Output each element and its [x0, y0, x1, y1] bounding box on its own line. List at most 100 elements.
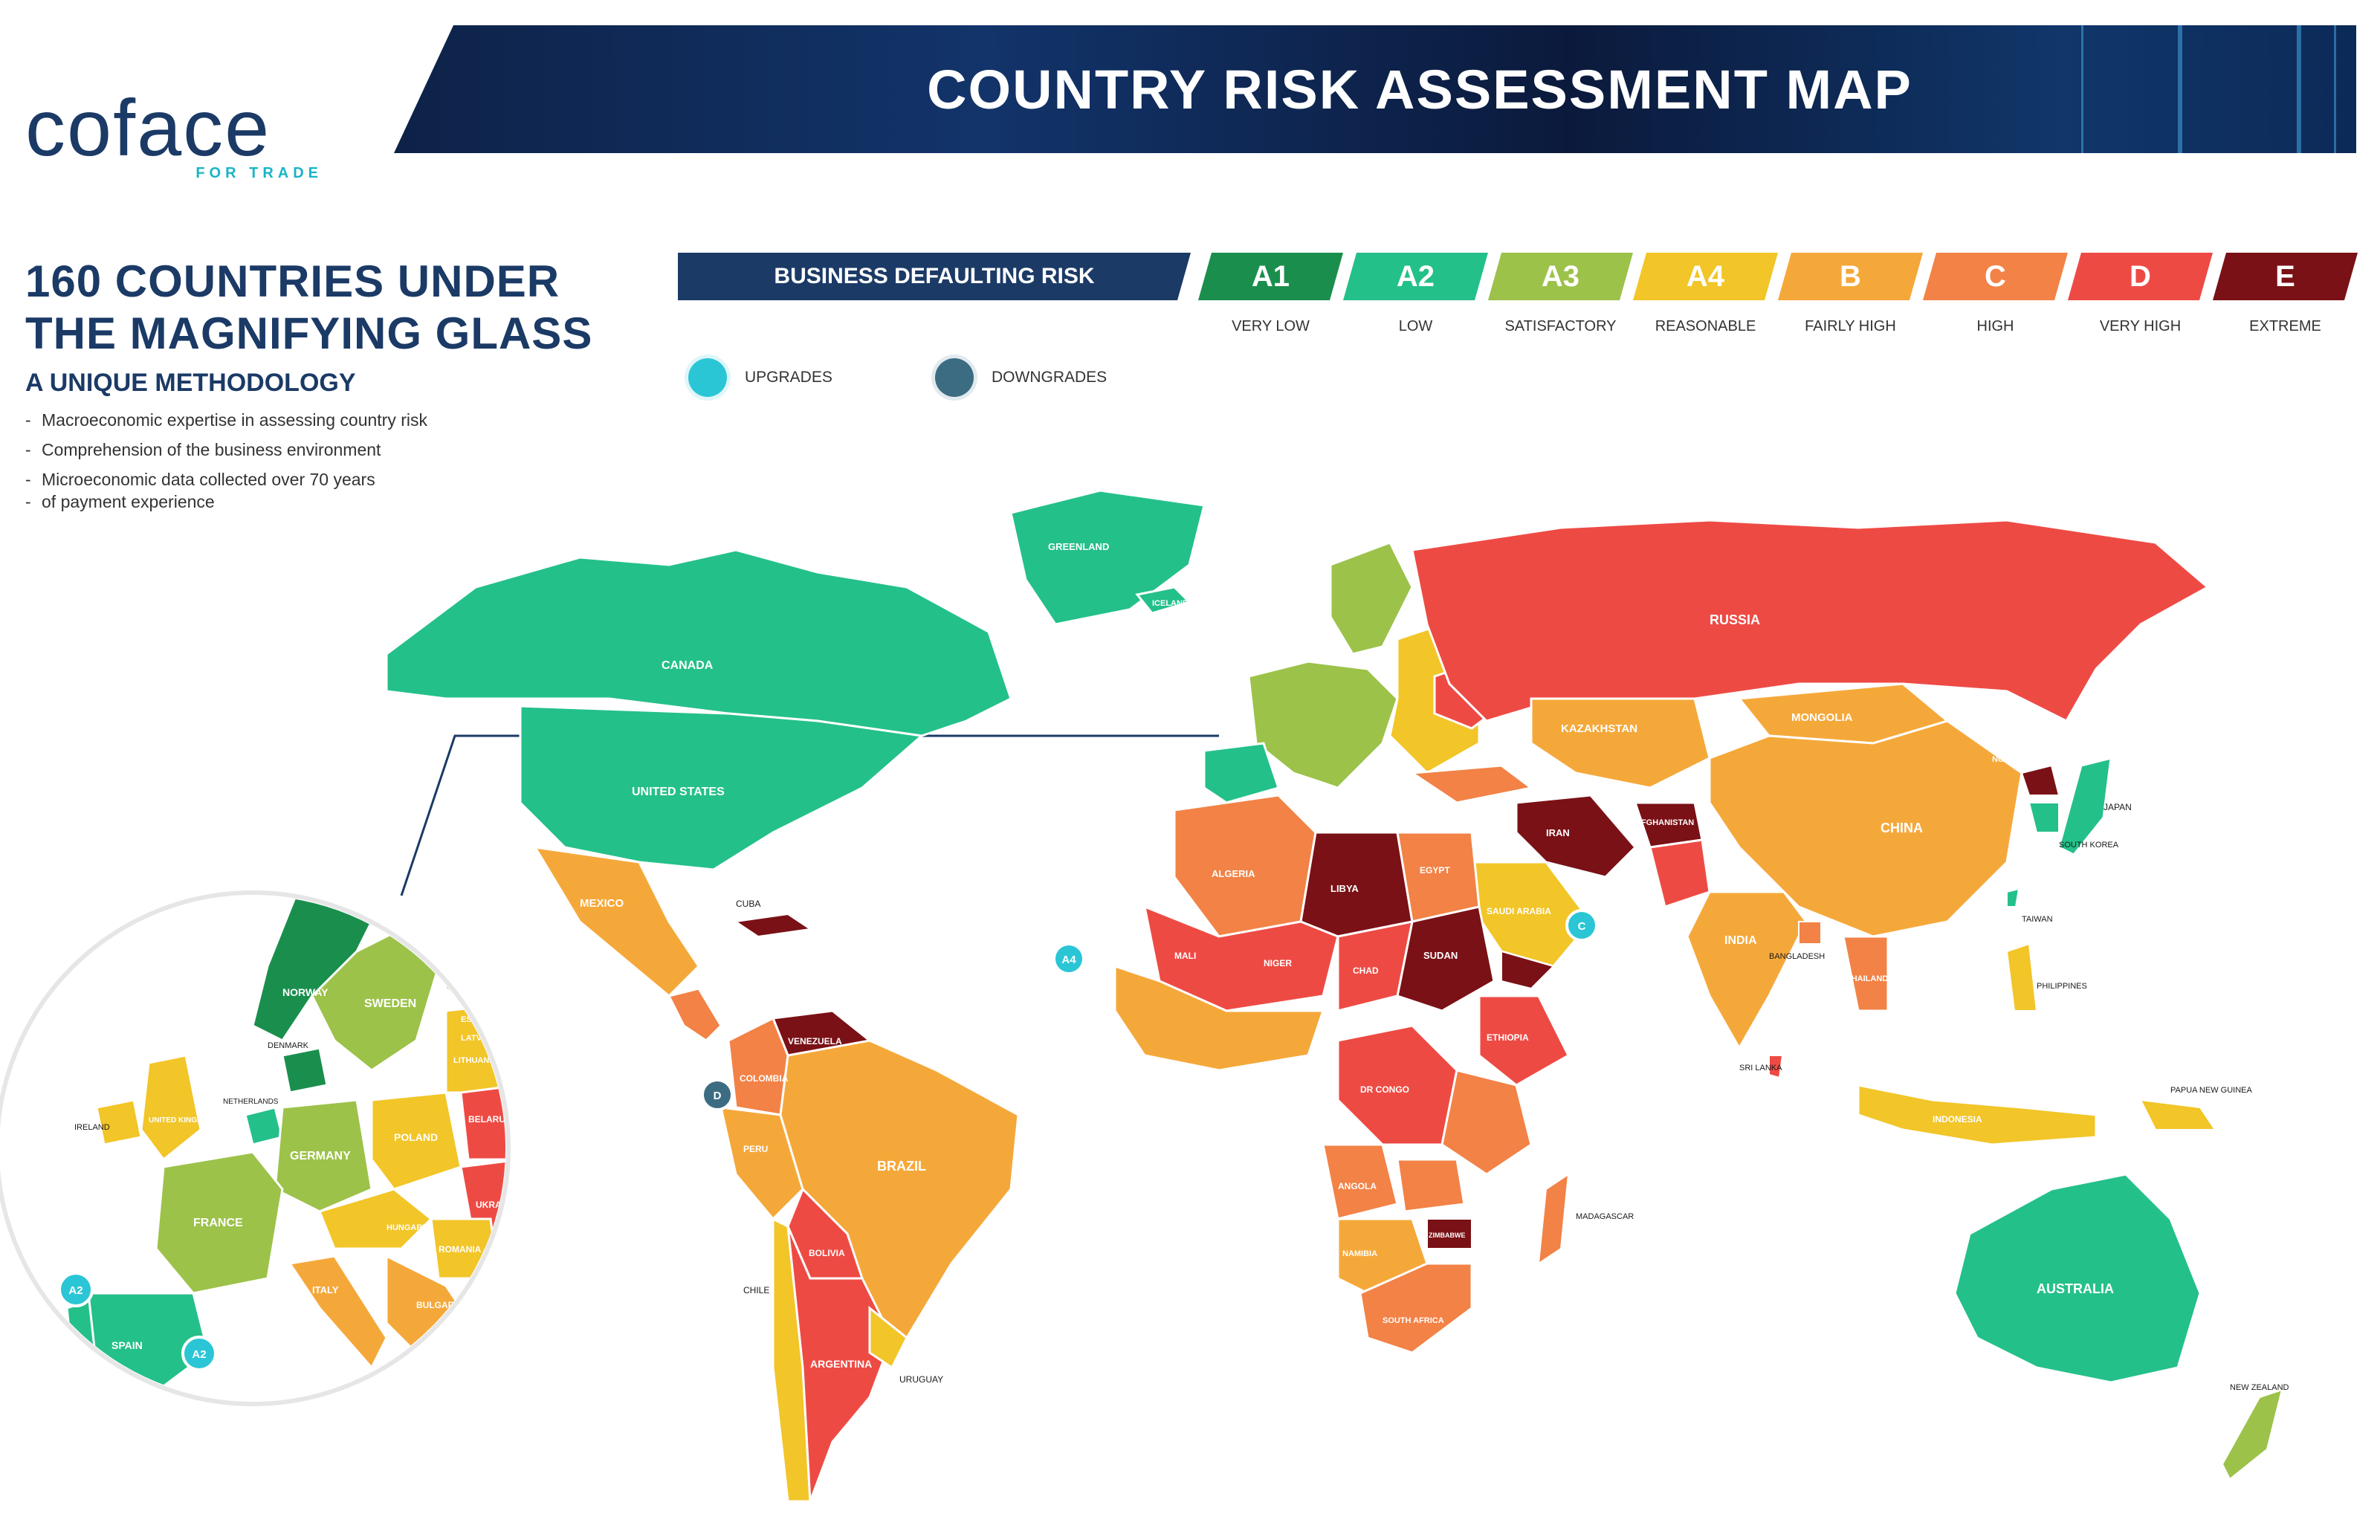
upgrade-key-label: UPGRADES [745, 369, 832, 386]
country-ethiopia [1478, 994, 1570, 1087]
downgrade-key-label: DOWNGRADES [992, 369, 1107, 386]
inset-label-hungary: HUNGARY [387, 1223, 428, 1232]
country-zambia [1396, 1158, 1466, 1213]
headline-line-1: 160 COUNTRIES UNDER [25, 256, 560, 306]
svg-text:A4: A4 [1061, 954, 1076, 966]
label-taiwan: TAIWAN [2022, 915, 2053, 924]
label-chad: CHAD [1353, 965, 1379, 976]
country-chad [1336, 920, 1414, 1012]
legend-grade-a1: A1 [1198, 253, 1343, 300]
country-russia [1411, 519, 2210, 722]
legend-grade-label: FAIRLY HIGH [1805, 318, 1896, 334]
upgrade-key-icon [688, 358, 727, 397]
label-sudan: SUDAN [1423, 950, 1458, 961]
methodology-item: Microeconomic data collected over 70 yea… [25, 468, 546, 491]
risk-legend: BUSINESS DEFAULTING RISK A1 VERY LOW A2 LOW… [678, 253, 2358, 349]
region-western-europe [1247, 660, 1399, 789]
label-russia: RUSSIA [1710, 612, 1760, 627]
label-china: CHINA [1881, 821, 1923, 835]
methodology-item: Macroeconomic expertise in assessing cou… [25, 409, 546, 431]
inset-label-poland: POLAND [394, 1131, 438, 1143]
inset-label-sweden: SWEDEN [364, 997, 416, 1010]
legend-grade-a2: A2 [1343, 253, 1488, 300]
label-south-korea: SOUTH KOREA [2059, 841, 2119, 850]
label-north-korea: NORTH KOREA [1992, 755, 2053, 764]
world-risk-map: CANADA UNITED STATES GREENLAND ICELAND M… [0, 489, 2289, 1503]
inset-label-norway: NORWAY [282, 986, 329, 998]
methodology-item: Comprehension of the business environmen… [25, 439, 546, 461]
inset-germany [274, 1099, 373, 1213]
country-philippines [2005, 942, 2038, 1012]
country-angola [1322, 1143, 1399, 1220]
label-indonesia: INDONESIA [1933, 1114, 1982, 1125]
country-yemen [1501, 950, 1555, 990]
country-usa [519, 705, 925, 871]
inset-label-denmark: DENMARK [268, 1041, 309, 1050]
inset-label-ukraine: UKRAINE [476, 1200, 517, 1210]
country-peru [720, 1106, 804, 1221]
coface-logo: coface FOR TRADE [25, 88, 337, 184]
label-zimbabwe: ZIMBABWE [1429, 1232, 1466, 1239]
label-mali: MALI [1174, 951, 1196, 961]
legend-grade-label: LOW [1398, 318, 1433, 334]
country-brazil [779, 1039, 1020, 1340]
country-taiwan [2006, 887, 2020, 908]
svg-text:A2: A2 [192, 1348, 206, 1361]
legend-grade-d: D [2068, 253, 2213, 300]
label-egypt: EGYPT [1420, 865, 1450, 876]
svg-text:C: C [1578, 920, 1586, 933]
brand-name: coface [25, 82, 271, 172]
label-bolivia: BOLIVIA [809, 1248, 845, 1258]
country-japan [2057, 757, 2112, 856]
country-madagascar [1537, 1172, 1570, 1266]
label-thailand: THAILAND [1846, 974, 1888, 983]
label-madagascar: MADAGASCAR [1576, 1212, 1634, 1221]
downgrade-key-icon [935, 358, 974, 397]
inset-label-italy: ITALY [312, 1284, 339, 1295]
country-kazakhstan [1530, 697, 1711, 789]
country-india [1686, 890, 1808, 1051]
label-new-zealand: NEW ZEALAND [2230, 1383, 2289, 1392]
label-venezuela: VENEZUELA [788, 1036, 842, 1046]
label-bangladesh: BANGLADESH [1769, 952, 1825, 961]
label-canada: CANADA [662, 659, 714, 672]
country-uruguay [868, 1305, 908, 1370]
country-sri-lanka [1768, 1055, 1784, 1079]
legend-grade-label: SATISFACTORY [1504, 318, 1617, 334]
label-papua-new-guinea: PAPUA NEW GUINEA [2170, 1086, 2252, 1095]
methodology-list: Macroeconomic expertise in assessing cou… [25, 409, 546, 520]
inset-netherlands [244, 1106, 284, 1146]
inset-uk [140, 1054, 202, 1162]
label-philippines: PHILIPPINES [2037, 982, 2087, 991]
country-bangladesh [1798, 921, 1822, 945]
badge-upgrade: A2 [181, 1336, 217, 1371]
country-indonesia [1857, 1084, 2098, 1146]
inset-label-finland: FINLAND [453, 951, 512, 965]
badge-upgrade: A2 [58, 1272, 94, 1307]
inset-label-netherlands: NETHERLANDS [223, 1098, 279, 1106]
label-iran: IRAN [1546, 827, 1570, 838]
region-iberia [1203, 742, 1280, 804]
label-argentina: ARGENTINA [810, 1358, 872, 1370]
inset-label-ireland: IRELAND [74, 1123, 110, 1132]
methodology-item-continued: of payment experience [25, 491, 546, 513]
country-australia [1953, 1173, 2202, 1384]
label-afghanistan: AFGHANISTAN [1635, 818, 1694, 827]
inset-denmark [281, 1046, 329, 1094]
country-algeria [1173, 794, 1317, 938]
label-iceland: ICELAND [1152, 599, 1189, 608]
label-japan: JAPAN [2103, 802, 2132, 812]
badge-upgrade: A4 [1052, 942, 1085, 975]
country-canada [385, 549, 1012, 737]
label-chile: CHILE [743, 1285, 769, 1295]
country-turkey [1409, 764, 1534, 804]
inset-baltics [444, 1002, 505, 1094]
change-keys: UPGRADES DOWNGRADES [678, 357, 1198, 416]
label-uruguay: URUGUAY [899, 1374, 943, 1385]
inset-label-uk: UNITED KINGDOM [149, 1116, 214, 1125]
label-namibia: NAMIBIA [1342, 1249, 1377, 1258]
country-new-zealand [2221, 1388, 2283, 1481]
inset-label-lithuania: LITHUANIA [453, 1056, 497, 1065]
country-central-america [667, 987, 722, 1042]
label-libya: LIBYA [1330, 883, 1359, 894]
